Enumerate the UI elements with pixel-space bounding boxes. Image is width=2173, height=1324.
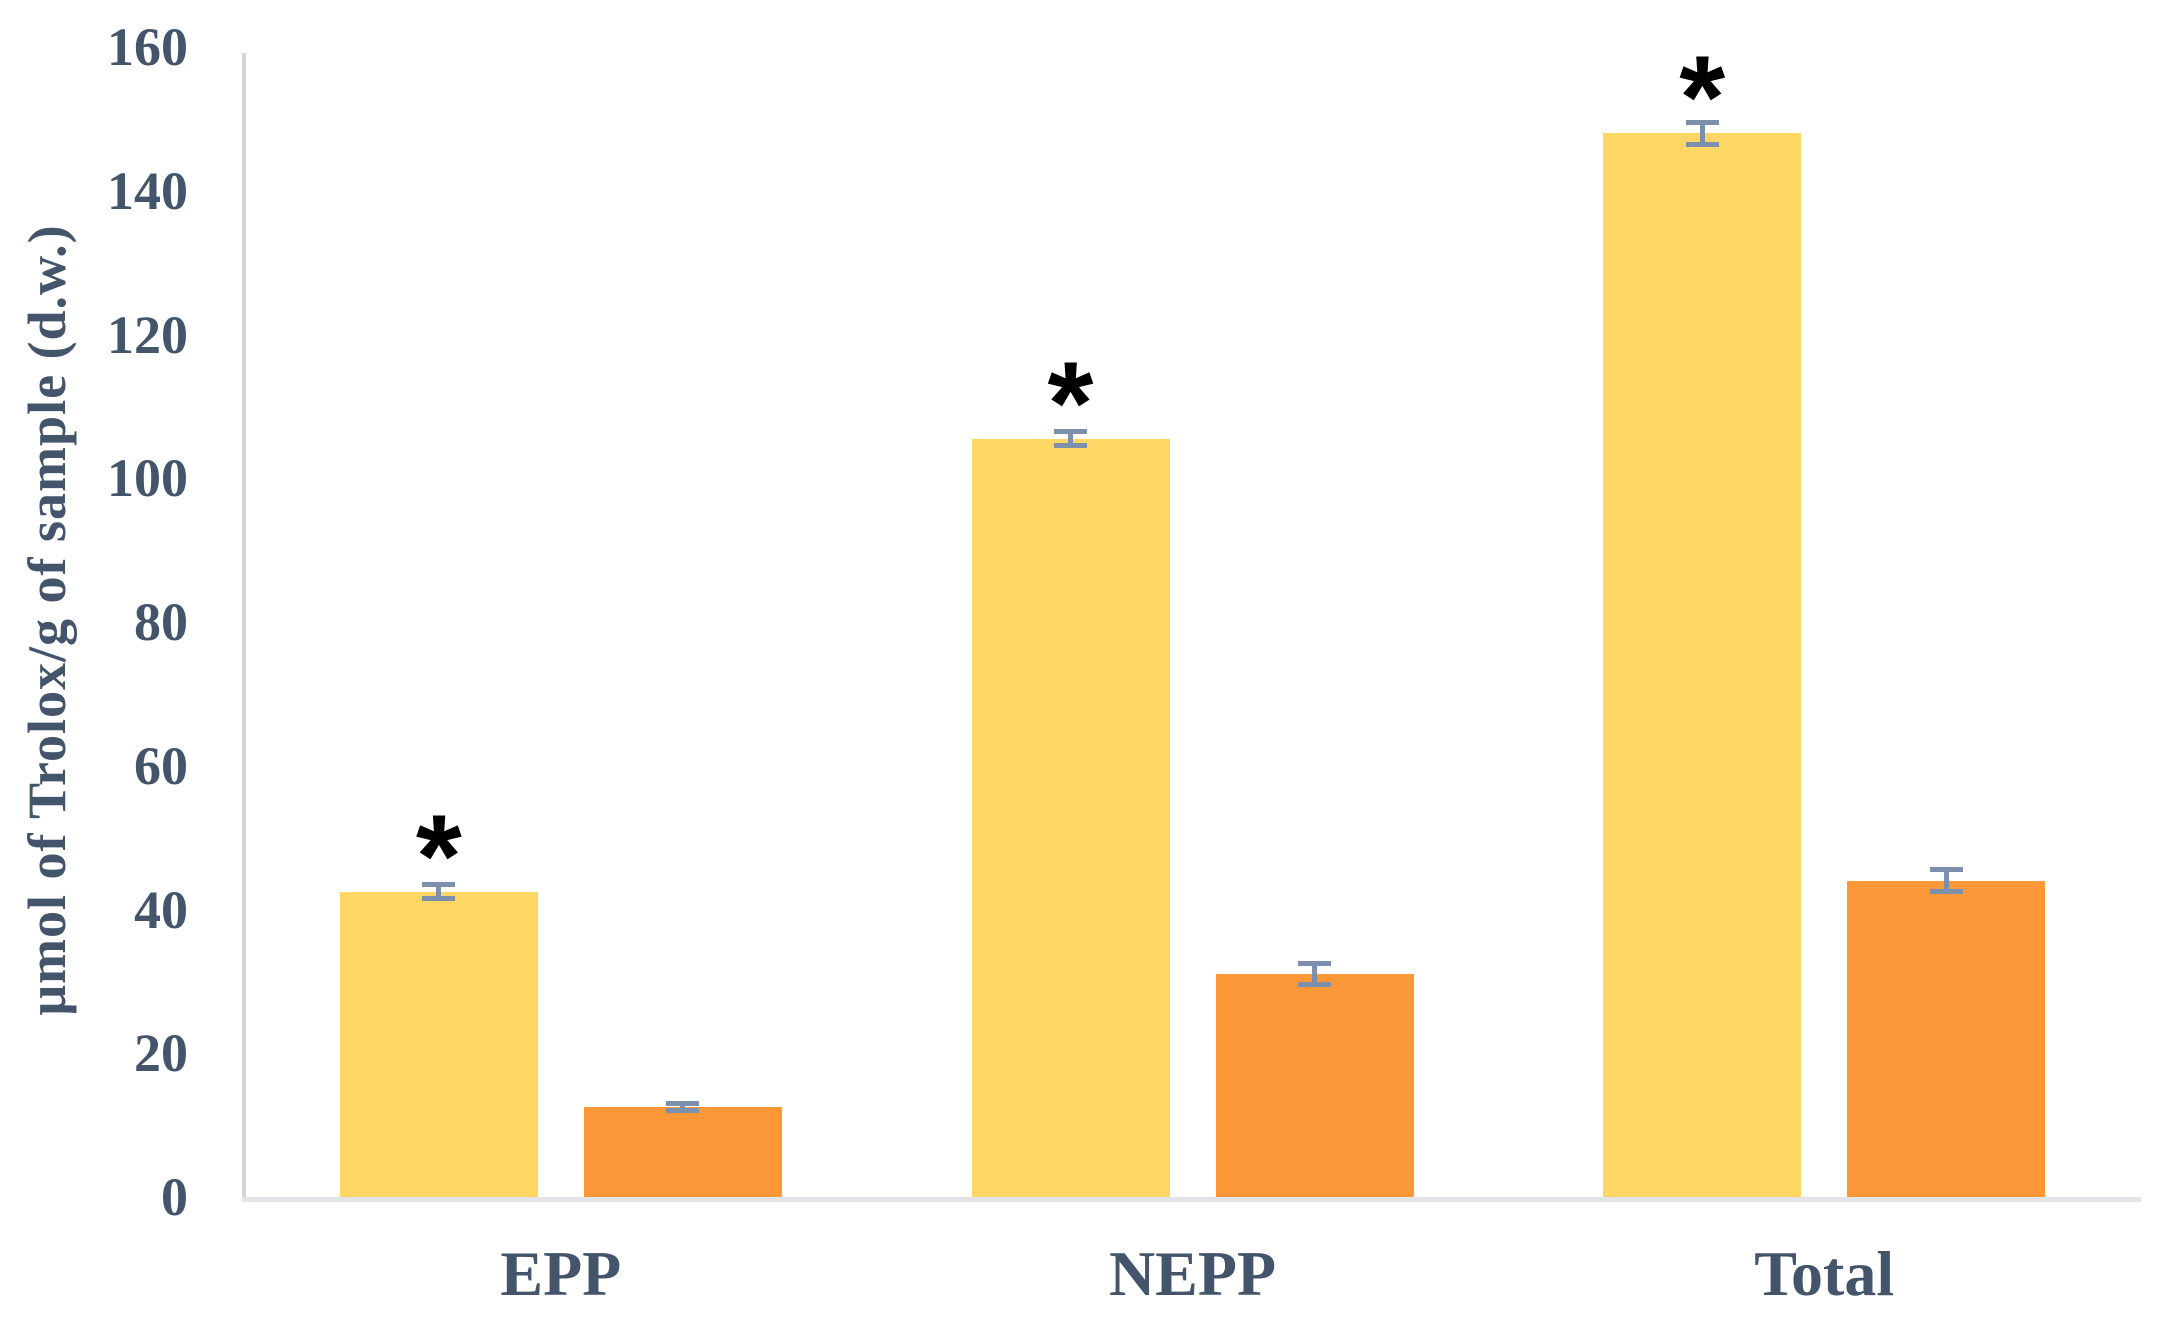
error-bar-line xyxy=(1312,963,1317,985)
y-tick-label: 80 xyxy=(134,592,188,652)
error-bar-cap-top xyxy=(422,881,456,887)
error-bar-cap-bottom xyxy=(666,1108,700,1114)
significance-asterisk: * xyxy=(415,789,462,922)
error-bar-cap-top xyxy=(666,1101,700,1107)
x-category-label: Total xyxy=(1754,1238,1895,1309)
significance-asterisk: * xyxy=(1047,337,1094,470)
x-category-label: NEPP xyxy=(1108,1238,1277,1309)
error-bar-cap-bottom xyxy=(1054,443,1087,449)
error-bar-cap-bottom xyxy=(1298,982,1331,988)
y-axis-line xyxy=(242,53,246,1197)
error-bar-line xyxy=(436,884,442,899)
error-bar-cap-top xyxy=(1298,960,1331,966)
error-bar-cap-top xyxy=(1054,429,1087,435)
error-bar-line xyxy=(1699,122,1705,145)
y-tick-label: 160 xyxy=(107,17,188,77)
error-bar-cap-top xyxy=(1685,119,1719,125)
bar-orange-bars-nepp xyxy=(1215,974,1414,1197)
bar-orange-bars-epp xyxy=(583,1107,782,1197)
error-bar-cap-bottom xyxy=(1929,889,1963,895)
error-bar-cap-bottom xyxy=(1685,141,1719,147)
y-tick-label: 140 xyxy=(107,160,188,221)
error-bar-line xyxy=(1068,431,1073,446)
significance-asterisk: * xyxy=(1679,31,1726,164)
y-tick-label: 0 xyxy=(161,1167,188,1227)
bar-orange-bars-total xyxy=(1847,880,2046,1197)
bar-yellow-bars-epp xyxy=(339,891,538,1197)
error-bar-cap-top xyxy=(1929,867,1963,873)
bar-yellow-bars-total xyxy=(1603,133,1802,1197)
x-axis-line xyxy=(242,1197,2141,1202)
y-tick-label: 40 xyxy=(134,879,188,940)
x-category-label: EPP xyxy=(500,1238,622,1309)
bar-yellow-bars-nepp xyxy=(971,438,1170,1197)
y-tick-label: 60 xyxy=(134,735,188,796)
y-tick-label: 20 xyxy=(134,1023,188,1084)
y-tick-label: 120 xyxy=(107,304,188,365)
error-bar-line xyxy=(680,1103,686,1111)
y-tick-label: 100 xyxy=(107,448,188,509)
error-bar-line xyxy=(1943,869,1949,892)
error-bar-cap-bottom xyxy=(422,896,456,902)
